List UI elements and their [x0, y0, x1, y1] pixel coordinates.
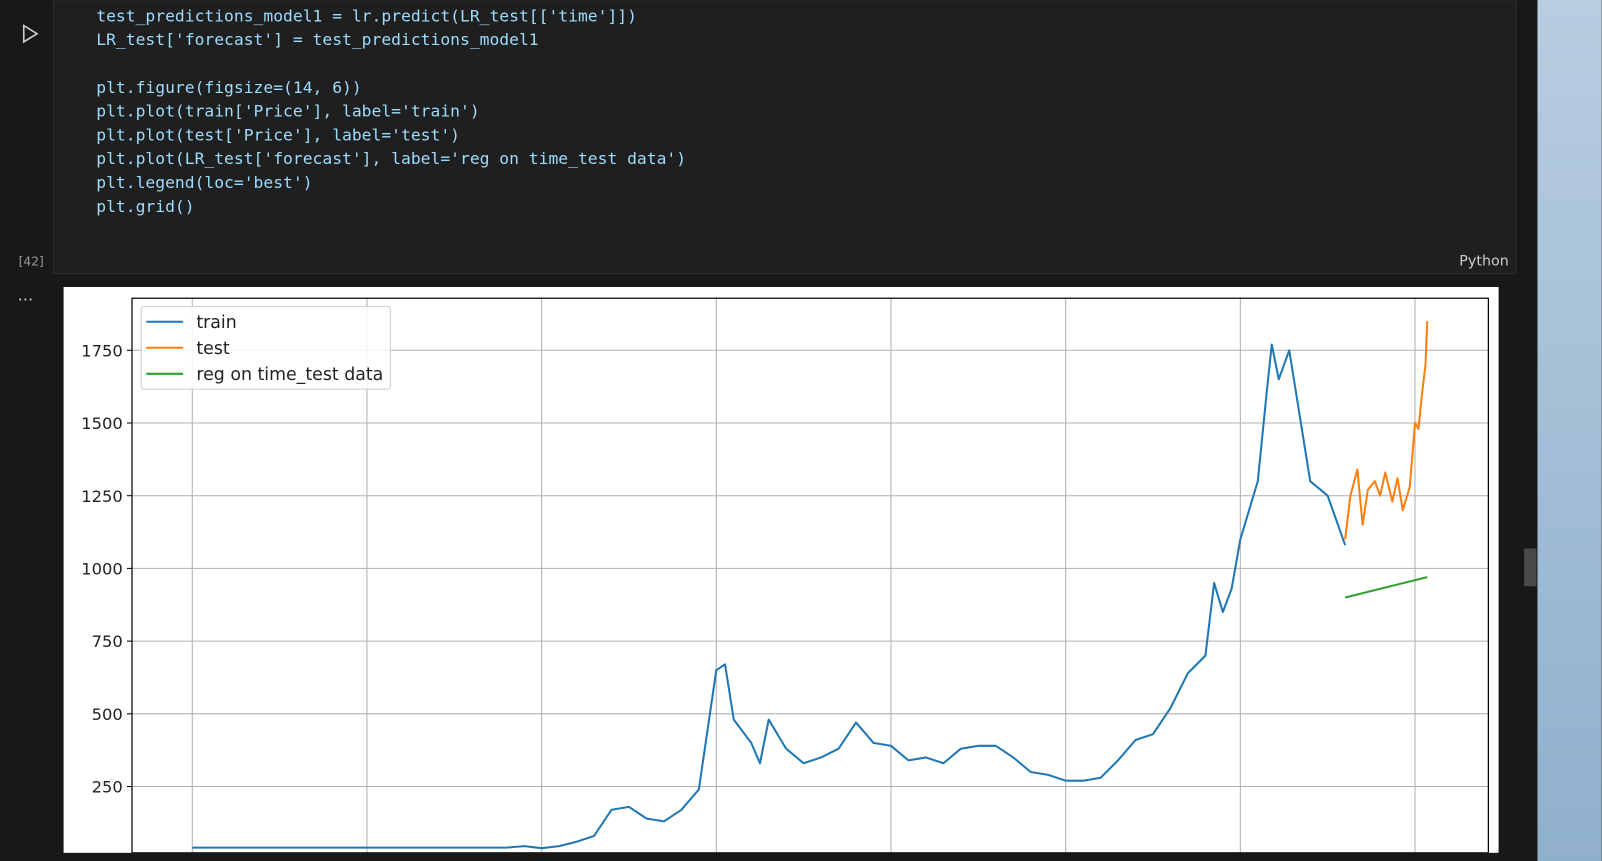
data-line — [1344, 321, 1429, 540]
y-tick-label: 500 — [92, 705, 123, 724]
data-line — [1344, 576, 1428, 599]
y-tick-label: 750 — [92, 632, 123, 651]
code-line: plt.figure(figsize=(14, 6)) — [96, 78, 361, 97]
language-label[interactable]: Python — [1459, 254, 1509, 270]
code-cell — [52, 0, 1517, 275]
code-line: plt.grid() — [96, 197, 194, 216]
code-line: test_predictions_model1 = lr.predict(LR_… — [96, 6, 637, 25]
data-line — [192, 343, 1347, 850]
legend-label: test — [196, 339, 230, 359]
y-tick-label: 1500 — [81, 414, 123, 433]
legend-box — [140, 305, 391, 390]
scrollbar[interactable] — [1524, 548, 1537, 587]
y-tick-label: 250 — [92, 778, 123, 797]
chart: 250 500 750 1000 1250 1500 1750 train test reg on… — [81, 297, 1489, 854]
editor-bottom — [0, 852, 1538, 861]
execution-count: [42] — [19, 255, 44, 269]
code-line: plt.plot(LR_test['forecast'], label='reg… — [96, 149, 686, 168]
desktop — [1537, 0, 1602, 861]
y-tick-label: 1000 — [81, 560, 123, 579]
code-line: LR_test['forecast'] = test_predictions_m… — [96, 30, 538, 49]
output-marker[interactable]: ... — [18, 285, 34, 304]
run-button[interactable] — [22, 24, 39, 44]
y-tick-label: 1750 — [81, 341, 123, 360]
code-line: plt.plot(test['Price'], label='test') — [96, 125, 460, 144]
code-line: plt.legend(loc='best') — [96, 173, 312, 192]
legend-label: reg on time_test data — [196, 365, 383, 385]
legend-label: train — [196, 313, 236, 333]
y-tick-label: 1250 — [81, 487, 123, 506]
code-line: plt.plot(train['Price'], label='train') — [96, 102, 479, 121]
